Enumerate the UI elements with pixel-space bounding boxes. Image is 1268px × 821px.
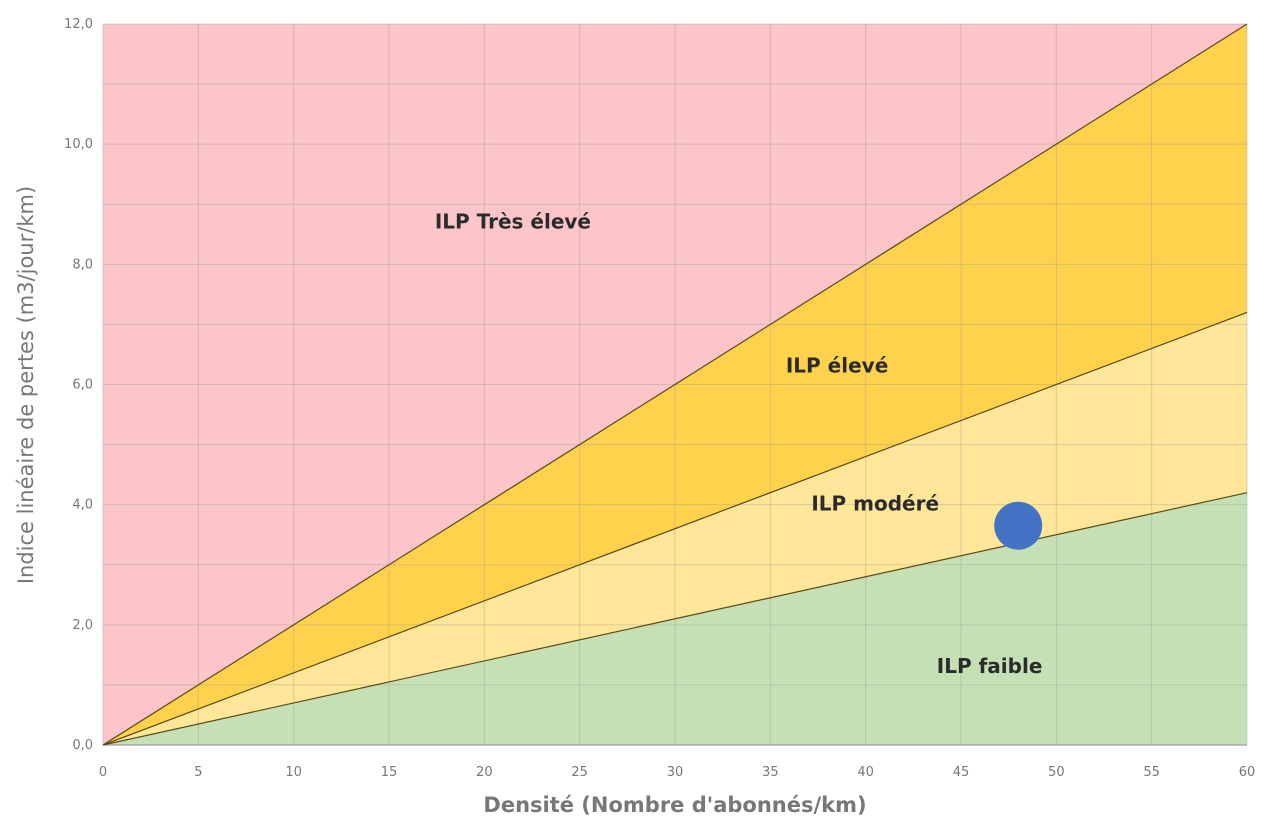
y-tick-label: 0,0 [72, 738, 93, 753]
zone-label-ilp-tres-eleve: ILP Très élevé [435, 209, 591, 233]
y-tick-label: 4,0 [72, 498, 93, 513]
x-tick-label: 35 [762, 765, 779, 780]
y-tick-label: 12,0 [64, 17, 93, 32]
x-tick-label: 45 [953, 765, 970, 780]
boundaries-layer [102, 23, 1248, 746]
boundary-line [102, 492, 1248, 746]
data-point-marker [994, 501, 1043, 550]
zone-label-ilp-eleve: ILP élevé [786, 353, 888, 377]
x-tick-label: 20 [476, 765, 493, 780]
y-tick-label: 10,0 [64, 137, 93, 152]
x-tick-label: 30 [667, 765, 684, 780]
boundary-line [102, 311, 1248, 746]
x-tick-label: 40 [857, 765, 874, 780]
x-tick-label: 5 [194, 765, 202, 780]
zone-label-ilp-modere: ILP modéré [811, 492, 939, 516]
x-tick-label: 0 [99, 765, 107, 780]
x-tick-label: 50 [1048, 765, 1065, 780]
x-tick-label: 25 [571, 765, 588, 780]
x-tick-label: 10 [285, 765, 302, 780]
x-tick-labels: 0 5 10 15 20 25 30 35 40 45 50 55 60 [99, 765, 1255, 780]
boundary-line [102, 23, 1248, 746]
zone-labels: ILP Très élevé ILP élevé ILP modéré ILP fai… [435, 209, 1043, 678]
y-axis-title: Indice linéaire de pertes (m3/jour/km) [14, 186, 38, 584]
x-tick-label: 55 [1143, 765, 1160, 780]
y-tick-label: 6,0 [72, 378, 93, 393]
data-points [994, 501, 1043, 550]
y-tick-label: 2,0 [72, 618, 93, 633]
zone-label-ilp-faible: ILP faible [937, 654, 1043, 678]
y-tick-labels: 0,0 2,0 4,0 6,0 8,0 10,0 12,0 [64, 17, 93, 753]
x-tick-label: 15 [381, 765, 398, 780]
x-tick-label: 60 [1239, 765, 1256, 780]
y-tick-label: 8,0 [72, 257, 93, 272]
x-axis-title: Densité (Nombre d'abonnés/km) [483, 793, 866, 817]
